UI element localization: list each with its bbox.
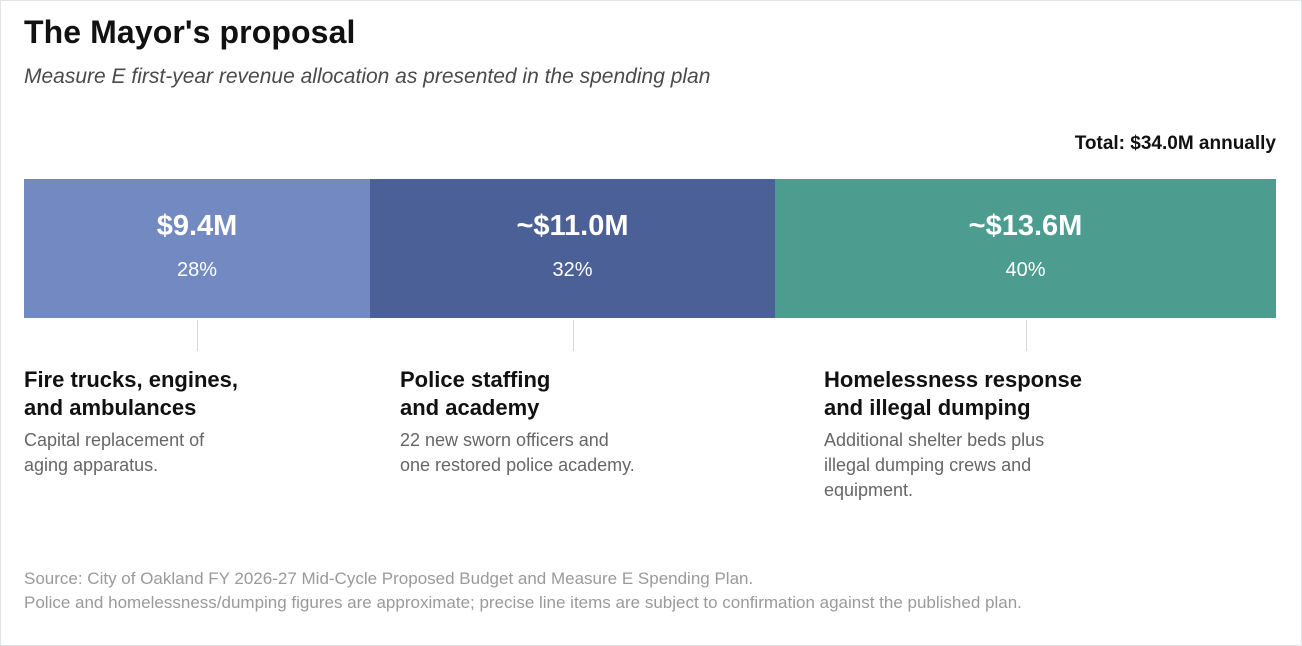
category-heading: Police staffing and academy	[400, 367, 551, 420]
bar-segment-2: ~$11.0M 32%	[370, 179, 775, 318]
segment-category-1: Fire trucks, engines, and ambulances Capi…	[24, 366, 354, 478]
segment-connector-tick	[197, 320, 198, 351]
category-heading: Homelessness response and illegal dumpin…	[824, 367, 1083, 420]
category-heading: Fire trucks, engines, and ambulances	[24, 367, 238, 420]
segment-amount-label: $9.4M	[156, 210, 238, 242]
chart-title: The Mayor's proposal	[24, 14, 356, 50]
segment-connector-tick	[573, 320, 574, 351]
segment-connector-tick	[1026, 320, 1027, 351]
stacked-bar: $9.4M 28% ~$11.0M 32% ~$13.6M 40%	[24, 179, 1276, 318]
chart-subtitle: Measure E first-year revenue allocation …	[24, 65, 711, 88]
category-description: Capital replacement of aging apparatus.	[24, 430, 205, 475]
bar-segment-3: ~$13.6M 40%	[775, 179, 1276, 318]
segment-amount-label: ~$11.0M	[516, 210, 629, 242]
category-description: Additional shelter beds plus illegal dum…	[824, 430, 1045, 500]
total-label: Total: $34.0M annually	[1074, 133, 1276, 154]
source-line-1: Source: City of Oakland FY 2026-27 Mid-C…	[24, 569, 754, 588]
source-line-2: Police and homelessness/dumping figures …	[24, 593, 1022, 612]
segment-category-2: Police staffing and academy 22 new sworn …	[400, 366, 730, 478]
segment-percent-label: 32%	[552, 259, 593, 281]
bar-segment-1: $9.4M 28%	[24, 179, 370, 318]
segment-percent-label: 40%	[1005, 259, 1046, 281]
segment-percent-label: 28%	[176, 259, 218, 281]
source-note: Source: City of Oakland FY 2026-27 Mid-C…	[24, 567, 1022, 615]
segment-amount-label: ~$13.6M	[968, 210, 1083, 242]
segment-category-3: Homelessness response and illegal dumpin…	[824, 366, 1154, 503]
category-description: 22 new sworn officers and one restored p…	[400, 430, 635, 475]
